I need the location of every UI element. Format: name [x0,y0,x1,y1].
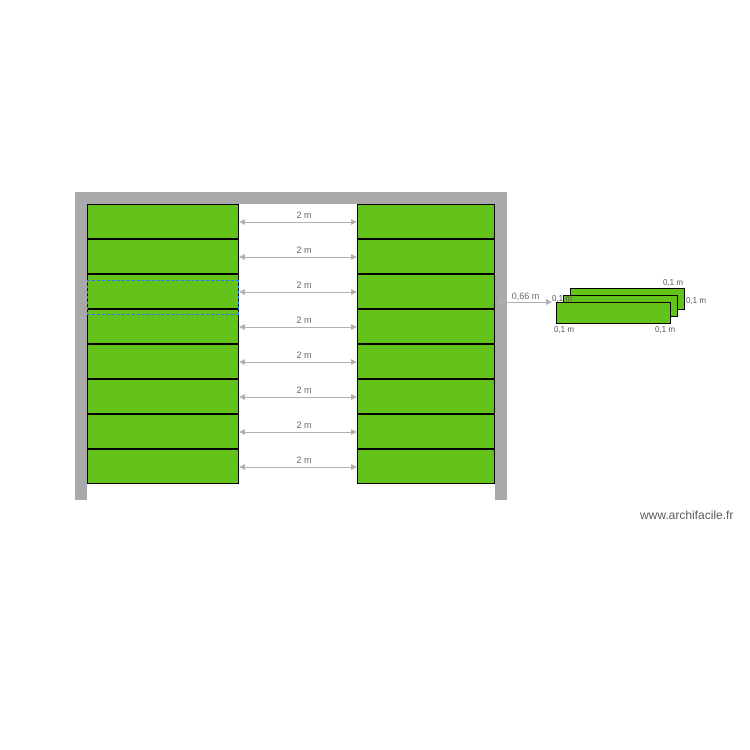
wall-left [75,192,87,500]
dim-arrow-right [351,289,357,295]
connector-line [503,302,546,303]
dim-arrow-right [351,324,357,330]
dim-arrow-right [351,394,357,400]
small-dim: 0,1 m [663,278,683,287]
panel-right [357,274,495,309]
dim-line [245,362,351,363]
dim-arrow-right [351,464,357,470]
dim-arrow-left [239,429,245,435]
small-panel [556,302,671,324]
panel-highlight [87,280,239,315]
dim-arrow-right [351,219,357,225]
dim-label: 2 m [292,315,316,325]
small-dim: 0,1 m [686,296,706,305]
watermark: www.archifacile.fr [640,508,733,522]
dim-arrow-right [351,254,357,260]
dim-arrow-left [239,359,245,365]
small-dim: 0,1 m [554,325,574,334]
dim-arrow-left [239,289,245,295]
connector-label: 0,66 m [509,291,543,301]
connector-arrow-left [497,299,503,305]
panel-left [87,414,239,449]
dim-arrow-right [351,359,357,365]
wall-right [495,192,507,500]
panel-right [357,344,495,379]
panel-right [357,309,495,344]
dim-label: 2 m [292,280,316,290]
dim-label: 2 m [292,245,316,255]
dim-arrow-right [351,429,357,435]
panel-right [357,239,495,274]
panel-left [87,204,239,239]
dim-arrow-left [239,464,245,470]
wall-top [75,192,507,204]
panel-left [87,239,239,274]
panel-right [357,379,495,414]
panel-left [87,449,239,484]
dim-label: 2 m [292,420,316,430]
panel-right [357,204,495,239]
dim-arrow-left [239,324,245,330]
dim-label: 2 m [292,385,316,395]
panel-left [87,344,239,379]
dim-line [245,397,351,398]
dim-line [245,467,351,468]
dim-label: 2 m [292,350,316,360]
dim-line [245,257,351,258]
dim-arrow-left [239,254,245,260]
dim-label: 2 m [292,455,316,465]
dim-label: 2 m [292,210,316,220]
dim-line [245,327,351,328]
panel-left [87,379,239,414]
small-dim: 0,1 m [552,294,572,303]
dim-line [245,222,351,223]
panel-right [357,414,495,449]
small-dim: 0,1 m [655,325,675,334]
panel-right [357,449,495,484]
dim-line [245,292,351,293]
dim-arrow-left [239,394,245,400]
dim-line [245,432,351,433]
dim-arrow-left [239,219,245,225]
